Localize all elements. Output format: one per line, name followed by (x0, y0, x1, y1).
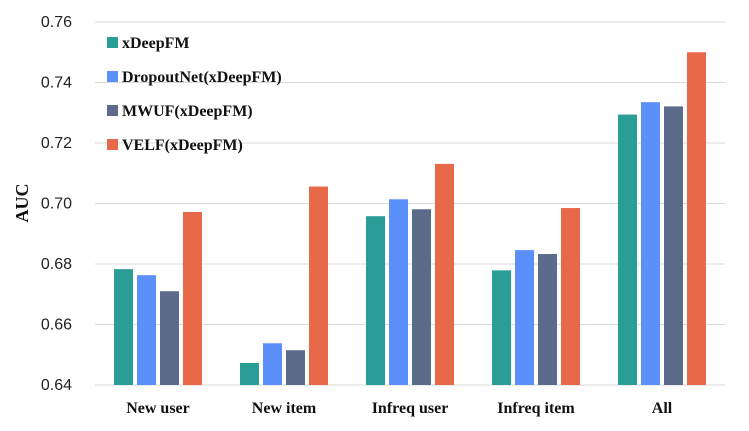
bar-dropoutnet-xdeepfm--4 (641, 102, 660, 385)
y-tick-label: 0.68 (41, 256, 72, 273)
x-tick-label: Infreq user (372, 400, 449, 417)
bar-xdeepfm-4 (618, 114, 637, 385)
y-tick-label: 0.64 (41, 377, 72, 394)
bar-dropoutnet-xdeepfm--1 (263, 343, 282, 385)
x-tick-label: Infreq item (497, 400, 575, 417)
bar-xdeepfm-3 (492, 270, 511, 385)
bar-velf-xdeepfm--1 (309, 186, 328, 385)
bar-xdeepfm-0 (114, 269, 133, 385)
bar-mwuf-xdeepfm--0 (160, 291, 179, 385)
bar-mwuf-xdeepfm--2 (412, 209, 431, 385)
y-tick-label: 0.74 (41, 75, 72, 92)
x-tick-label: New item (252, 400, 317, 417)
y-tick-label: 0.70 (41, 196, 72, 213)
y-axis-label: AUC (12, 184, 32, 223)
legend: xDeepFM DropoutNet(xDeepFM) MWUF(xDeepFM) V… (107, 35, 282, 154)
y-tick-label: 0.76 (41, 14, 72, 31)
y-tick-label: 0.72 (41, 135, 72, 152)
x-tick-label: New user (126, 400, 190, 417)
legend-label: xDeepFM (122, 35, 190, 52)
bar-dropoutnet-xdeepfm--2 (389, 199, 408, 385)
bar-velf-xdeepfm--3 (561, 208, 580, 385)
legend-swatch (107, 105, 118, 116)
x-axis-ticks: New user New item Infreq user Infreq item Al… (126, 400, 673, 417)
legend-label: MWUF(xDeepFM) (122, 103, 253, 120)
bar-mwuf-xdeepfm--4 (664, 106, 683, 386)
bars (114, 52, 706, 386)
y-axis-ticks: 0.64 0.66 0.68 0.70 0.72 0.74 0.76 (41, 14, 72, 394)
bar-velf-xdeepfm--0 (183, 211, 202, 385)
bar-xdeepfm-2 (366, 216, 385, 385)
bar-dropoutnet-xdeepfm--0 (137, 275, 156, 385)
legend-swatch (107, 139, 118, 150)
bar-mwuf-xdeepfm--3 (538, 254, 557, 385)
x-tick-label: All (652, 400, 673, 417)
legend-swatch (107, 37, 118, 48)
bar-velf-xdeepfm--2 (435, 163, 454, 385)
legend-swatch (107, 71, 118, 82)
bar-mwuf-xdeepfm--1 (286, 350, 305, 385)
bar-velf-xdeepfm--4 (687, 52, 706, 385)
legend-label: DropoutNet(xDeepFM) (122, 69, 282, 86)
bar-dropoutnet-xdeepfm--3 (515, 250, 534, 385)
bar-xdeepfm-1 (240, 362, 259, 385)
legend-label: VELF(xDeepFM) (122, 137, 243, 154)
y-tick-label: 0.66 (41, 317, 72, 334)
